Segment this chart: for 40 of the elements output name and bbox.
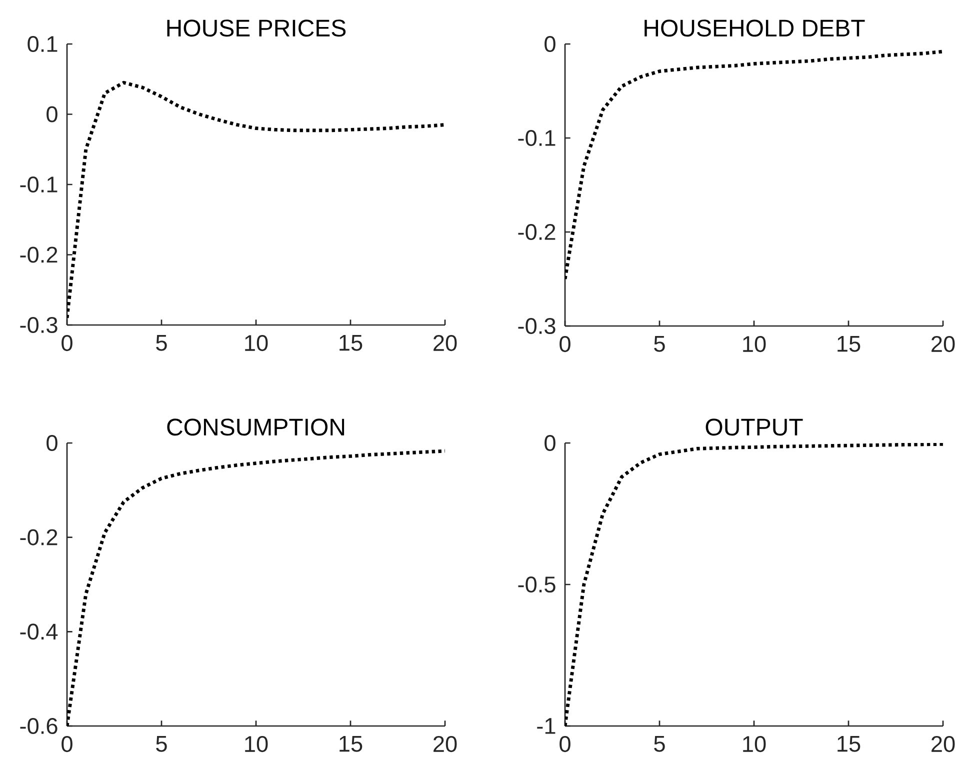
x-tick-label: 5 (156, 736, 167, 752)
x-tick-label: 20 (932, 736, 955, 752)
y-tick-label: 0 (46, 106, 58, 122)
x-tick-label: 5 (156, 335, 167, 351)
x-tick-label: 15 (340, 736, 362, 752)
chart-title: HOUSE PRICES (167, 20, 346, 37)
y-tick-label: -0.2 (20, 246, 58, 263)
x-tick-label: 0 (62, 736, 72, 752)
x-tick-label: 0 (62, 335, 72, 352)
x-tick-label: 15 (838, 336, 860, 352)
chart-title: HOUSEHOLD DEBT (644, 20, 865, 37)
y-tick-label: -0.5 (518, 576, 556, 593)
y-tick-label: -0.3 (20, 316, 58, 334)
x-tick-label: 20 (434, 736, 457, 752)
x-tick-label: 10 (743, 736, 766, 752)
y-tick-label: -0.2 (20, 529, 58, 546)
x-tick-label: 20 (932, 336, 955, 352)
y-tick-label: 0 (544, 434, 556, 452)
x-tick-label: 0 (560, 736, 570, 752)
x-tick-label: 5 (654, 336, 665, 352)
y-tick-label: 0 (544, 36, 556, 52)
y-tick-label: -1 (537, 718, 556, 734)
x-tick-label: 10 (245, 736, 268, 752)
x-tick-label: 5 (654, 736, 665, 752)
y-tick-label: -0.2 (518, 224, 556, 240)
x-tick-label: 20 (434, 335, 457, 352)
y-tick-label: -0.3 (518, 318, 556, 334)
y-tick-label: -0.4 (20, 624, 58, 640)
y-tick-label: -0.6 (20, 718, 58, 734)
x-tick-label: 15 (838, 736, 860, 752)
y-tick-label: 0 (46, 434, 58, 452)
x-tick-label: 0 (560, 336, 570, 352)
chart-title: OUTPUT (706, 418, 803, 436)
x-tick-label: 10 (245, 335, 268, 352)
chart-title: CONSUMPTION (167, 418, 344, 436)
y-tick-label: 0.1 (28, 36, 58, 52)
y-tick-label: -0.1 (518, 130, 556, 146)
y-tick-label: -0.1 (20, 176, 58, 193)
x-tick-label: 15 (340, 335, 362, 351)
x-tick-label: 10 (743, 336, 766, 352)
